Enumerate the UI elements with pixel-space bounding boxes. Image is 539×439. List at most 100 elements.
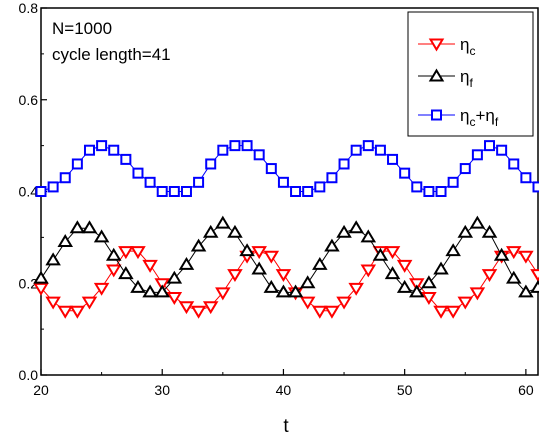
data-point [374,144,386,156]
data-point [47,181,59,193]
data-point [105,264,122,278]
data-point [130,246,146,260]
data-point [493,247,510,261]
legend-label-eta-f: ηf [460,67,473,90]
data-point [469,215,486,229]
data-point [69,220,86,234]
y-tick-label: 0.4 [19,184,39,200]
data-point [190,238,207,252]
data-point [168,186,180,197]
data-point [45,296,61,310]
data-point [312,256,328,270]
x-tick-label: 60 [518,382,534,398]
data-point [33,282,49,296]
data-point [229,140,241,152]
legend-marker-eta-f [428,68,445,82]
data-point [154,278,170,292]
series-2 [35,140,539,197]
data-point [57,305,74,319]
data-point [421,292,437,305]
data-point [290,186,302,197]
x-tick-label: 50 [397,382,413,398]
data-point [190,305,207,319]
data-point [360,264,377,278]
data-point [518,250,534,264]
data-point [299,275,316,289]
data-point [435,186,447,197]
data-point [83,144,95,156]
data-point [481,269,498,283]
data-point [130,279,146,293]
series-layer [33,140,539,319]
data-point [336,224,352,238]
data-point [35,186,47,197]
data-point [33,270,49,284]
data-point [518,284,534,298]
data-point [144,176,156,188]
data-point [227,224,243,238]
data-point [508,158,520,170]
series-0 [33,246,539,319]
data-point [396,279,413,293]
legend-entry-eta-sum: ηc+ηf [418,106,499,129]
data-point [132,167,144,179]
legend-label-eta-sum: ηc+ηf [460,106,499,129]
data-point [396,259,413,273]
y-tick-label: 0.8 [19,0,39,16]
data-point [202,224,219,238]
data-point [384,246,401,260]
data-point [433,261,449,275]
data-point [227,269,243,283]
data-point [421,275,437,289]
data-point [287,284,304,298]
data-point [471,149,483,161]
data-point [484,140,496,152]
data-point [384,266,401,280]
data-point [81,296,98,310]
data-point [71,158,83,170]
data-point [215,287,231,301]
data-point [399,167,411,179]
data-point [372,247,389,261]
data-point [253,149,265,161]
data-point [505,246,522,260]
data-point [387,153,399,165]
data-point [409,284,425,298]
data-point [275,284,292,298]
annotation-n: N=1000 [52,19,112,38]
data-point [445,305,461,319]
data-point [118,246,134,260]
data-point [411,181,423,193]
data-point [277,176,289,188]
x-tick-label: 20 [33,382,49,398]
data-point [45,252,61,266]
data-point [215,215,231,229]
data-point [360,229,377,243]
data-point [154,284,170,298]
series-1 [33,215,539,298]
data-point [530,269,539,283]
data-point [93,229,110,243]
legend-entry-eta-c: ηc [418,35,475,58]
data-point [312,305,328,319]
data-point [409,278,425,292]
data-point [314,181,326,193]
data-point [166,292,183,305]
data-point [530,279,539,293]
data-point [336,296,352,310]
data-point [457,224,474,238]
data-point [166,270,183,284]
data-point [156,186,168,197]
data-point [251,246,267,260]
legend-marker-eta-c [428,38,445,52]
data-point [496,144,508,156]
data-point [180,186,192,197]
data-point [481,224,498,238]
data-point [265,163,277,175]
data-point [239,243,255,257]
data-point [350,144,362,156]
data-point [423,186,435,197]
data-point [263,250,280,264]
data-point [302,186,314,197]
